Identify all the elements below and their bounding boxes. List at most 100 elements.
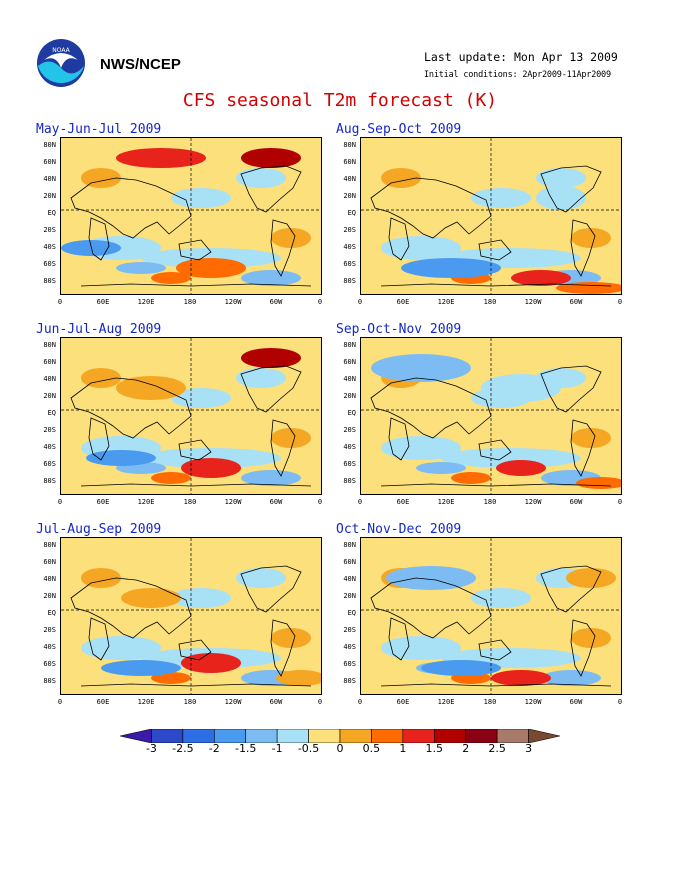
y-tick-label: 60N	[43, 558, 56, 566]
forecast-panel: Aug-Sep-Oct 2009 80N 60N 40N 20N EQ 20S 40S 60S 8…	[336, 122, 632, 322]
colorbar-label: -2	[208, 742, 220, 755]
org-name: NWS/NCEP	[100, 56, 181, 73]
y-tick-label: 40S	[343, 643, 356, 651]
x-tick-label: 120W	[224, 298, 242, 306]
y-tick-label: 60S	[343, 460, 356, 468]
y-tick-label: 20S	[343, 426, 356, 434]
panel-title: Jun-Jul-Aug 2009	[36, 322, 162, 337]
x-tick-label: 180	[483, 498, 497, 506]
coastline	[240, 165, 302, 213]
anomaly-map	[60, 537, 322, 695]
anomaly-region	[171, 188, 231, 208]
anomaly-region	[536, 186, 586, 210]
y-tick-label: 80S	[343, 277, 356, 285]
y-tick-label: 40N	[343, 375, 356, 383]
coastline	[88, 417, 110, 461]
coastline	[270, 219, 296, 277]
anomaly-region	[181, 653, 241, 673]
x-tick-label: 60E	[396, 698, 410, 706]
anomaly-region	[81, 636, 161, 660]
colorbar-swatch	[371, 728, 404, 744]
anomaly-region	[571, 428, 611, 448]
y-tick-label: 40N	[43, 375, 56, 383]
coastline	[478, 439, 512, 461]
anomaly-region	[271, 428, 311, 448]
y-tick-label: 40N	[43, 575, 56, 583]
panel-title: May-Jun-Jul 2009	[36, 122, 162, 137]
anomaly-region	[381, 436, 461, 460]
x-tick-label: 180	[183, 698, 197, 706]
y-tick-label: 20S	[343, 226, 356, 234]
anomaly-region	[441, 448, 581, 468]
colorbar-swatch	[308, 728, 341, 744]
y-tick-label: 20S	[343, 626, 356, 634]
coastline	[478, 239, 512, 261]
coastline	[178, 639, 212, 661]
colorbar-swatch	[339, 728, 372, 744]
anomaly-region	[541, 670, 601, 686]
colorbar-swatch	[528, 728, 561, 744]
y-tick-label: 20N	[343, 392, 356, 400]
coastline	[570, 619, 596, 677]
colorbar-label: -2.5	[172, 742, 194, 755]
anomaly-map	[60, 137, 322, 295]
anomaly-region	[176, 258, 246, 278]
colorbar-swatch	[465, 728, 498, 744]
anomaly-region	[151, 272, 191, 284]
anomaly-region	[566, 568, 616, 588]
forecast-panel: May-Jun-Jul 2009 80N 60N 40N 20N EQ 20S 40S 60S 8…	[36, 122, 332, 322]
anomaly-region	[491, 670, 551, 686]
anomaly-region	[511, 270, 571, 286]
y-tick-label: 80S	[43, 277, 56, 285]
x-tick-label: 0	[57, 498, 63, 506]
x-tick-label: 120W	[224, 698, 242, 706]
coastline	[370, 177, 492, 239]
anomaly-region	[101, 660, 181, 676]
y-tick-label: 80N	[43, 341, 56, 349]
anomaly-region	[571, 628, 611, 648]
colorbar-swatch	[245, 728, 278, 744]
anomaly-region	[116, 262, 166, 274]
y-tick-label: EQ	[47, 409, 56, 417]
y-tick-label: 80N	[343, 541, 356, 549]
panel-title: Oct-Nov-Dec 2009	[336, 522, 462, 537]
y-tick-label: 60S	[343, 260, 356, 268]
x-tick-label: 60E	[396, 498, 410, 506]
x-tick-label: 120W	[224, 498, 242, 506]
y-tick-label: 20N	[43, 592, 56, 600]
y-tick-label: 40S	[43, 243, 56, 251]
x-tick-label: 0	[357, 698, 363, 706]
x-tick-label: 0	[357, 498, 363, 506]
y-tick-label: 40N	[343, 575, 356, 583]
anomaly-region	[86, 450, 156, 466]
anomaly-region	[151, 472, 191, 484]
y-tick-label: EQ	[47, 209, 56, 217]
coastline	[70, 177, 192, 239]
x-tick-label: 0	[317, 698, 323, 706]
colorbar-swatch	[276, 728, 309, 744]
y-tick-label: 40S	[343, 243, 356, 251]
y-tick-label: 20S	[43, 226, 56, 234]
x-tick-label: 0	[357, 298, 363, 306]
anomaly-region	[471, 588, 531, 608]
colorbar-label: -3	[145, 742, 157, 755]
forecast-panel: Sep-Oct-Nov 2009 80N 60N 40N 20N EQ 20S 40S 60S 8…	[336, 322, 632, 522]
coastline	[70, 377, 192, 439]
anomaly-region	[241, 348, 301, 368]
anomaly-region	[121, 588, 181, 608]
x-tick-label: 120E	[137, 498, 155, 506]
anomaly-region	[276, 670, 321, 686]
coastline	[570, 419, 596, 477]
coastline	[540, 165, 602, 213]
x-tick-label: 180	[183, 298, 197, 306]
x-tick-label: 60E	[96, 698, 110, 706]
y-tick-label: 40N	[43, 175, 56, 183]
anomaly-region	[241, 270, 301, 286]
x-tick-label: 60W	[569, 498, 583, 506]
y-tick-label: 80N	[343, 341, 356, 349]
coastline	[270, 619, 296, 677]
y-tick-label: 80N	[343, 141, 356, 149]
y-tick-label: 80N	[43, 141, 56, 149]
initial-conditions: Initial conditions: 2Apr2009-11Apr2009	[424, 70, 611, 80]
y-tick-label: 80N	[43, 541, 56, 549]
